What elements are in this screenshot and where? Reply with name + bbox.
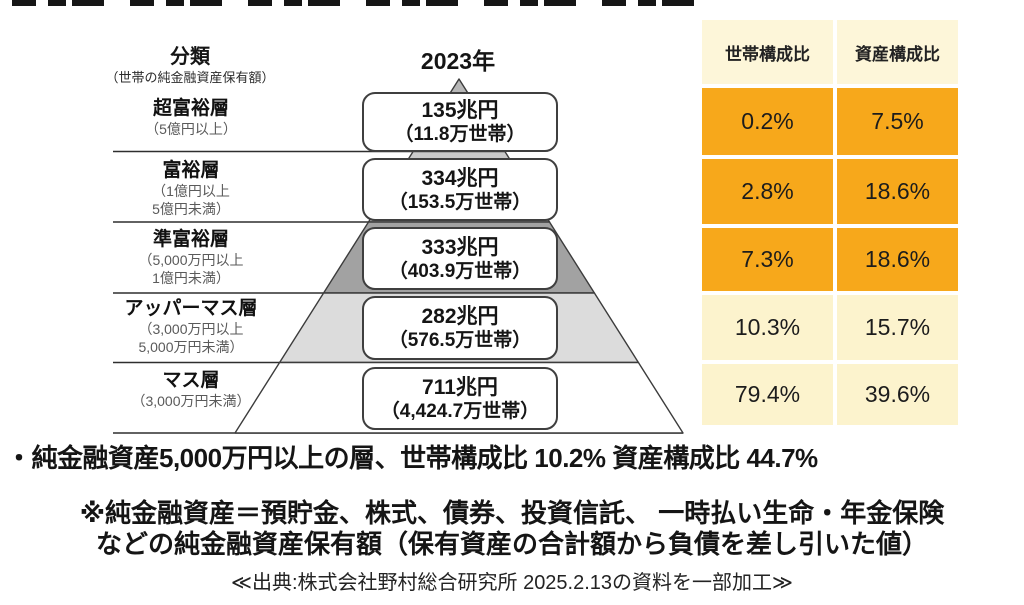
household-ratio-value: 2.8% <box>702 159 833 224</box>
tier-label-ultra-rich: 超富裕層 （5億円以上） <box>81 98 301 138</box>
box-households: （153.5万世帯） <box>388 191 532 213</box>
table-header-asset-ratio: 資産構成比 <box>837 20 958 84</box>
ratio-row-upper-mass: 10.3% 15.7% <box>702 295 958 360</box>
asset-ratio-value: 18.6% <box>837 159 958 224</box>
box-households: （4,424.7万世帯） <box>380 400 540 422</box>
household-ratio-value: 79.4% <box>702 364 833 425</box>
ratio-row-ultra-rich: 0.2% 7.5% <box>702 88 958 155</box>
box-value: 135兆円 <box>421 99 499 122</box>
household-ratio-value: 7.3% <box>702 228 833 291</box>
tier-name: 富裕層 <box>162 160 220 181</box>
box-households: （11.8万世帯） <box>394 124 526 145</box>
asset-ratio-value: 15.7% <box>837 295 958 360</box>
tier-range: （5億円以上） <box>145 121 237 137</box>
box-value: 334兆円 <box>421 166 499 190</box>
household-ratio-value: 0.2% <box>702 88 833 155</box>
tier-name: マス層 <box>162 370 220 391</box>
pyramid-box-2: 334兆円 （153.5万世帯） <box>362 158 558 221</box>
box-households: （576.5万世帯） <box>388 330 532 351</box>
tier-range: （3,000万円未満） <box>131 393 251 409</box>
ratio-table-header-row: 世帯構成比 資産構成比 <box>702 20 958 84</box>
ratio-row-mass: 79.4% 39.6% <box>702 364 958 425</box>
tier-range: 5,000万円未満） <box>138 339 244 355</box>
pyramid-box-5: 711兆円 （4,424.7万世帯） <box>362 367 558 430</box>
tier-name: 超富裕層 <box>152 98 229 119</box>
ratio-row-semi-rich: 7.3% 18.6% <box>702 228 958 291</box>
table-header-household-ratio: 世帯構成比 <box>702 20 833 84</box>
asset-ratio-value: 18.6% <box>837 228 958 291</box>
tier-range: （1億円以上 <box>152 183 230 199</box>
pyramid-box-3: 333兆円 （403.9万世帯） <box>362 227 558 290</box>
box-households: （403.9万世帯） <box>388 260 532 282</box>
footer-note-line2: などの純金融資産保有額（保有資産の合計額から負債を差し引いた値） <box>95 529 928 559</box>
tier-range: 1億円未満） <box>152 270 230 286</box>
classification-title: 分類 <box>170 46 210 68</box>
footer-summary: ・純金融資産5,000万円以上の層、世帯構成比 10.2% 資産構成比 44.7… <box>6 443 818 473</box>
tier-range: 5億円未満） <box>152 201 230 217</box>
tier-range: （3,000万円以上 <box>138 321 244 337</box>
tier-label-upper-mass: アッパーマス層 （3,000万円以上 5,000万円未満） <box>81 298 301 356</box>
box-value: 333兆円 <box>421 235 499 259</box>
pyramid-box-4: 282兆円 （576.5万世帯） <box>362 296 558 360</box>
asset-ratio-value: 39.6% <box>837 364 958 425</box>
box-value: 282兆円 <box>421 305 499 328</box>
cropped-text-fragments <box>12 0 718 6</box>
classification-subtitle: （世帯の純金融資産保有額） <box>105 70 275 85</box>
household-ratio-value: 10.3% <box>702 295 833 360</box>
tier-name: アッパーマス層 <box>124 298 258 319</box>
ratio-row-rich: 2.8% 18.6% <box>702 159 958 224</box>
tier-label-rich: 富裕層 （1億円以上 5億円未満） <box>81 160 301 218</box>
tier-name: 準富裕層 <box>152 229 229 250</box>
tier-range: （5,000万円以上 <box>138 252 244 268</box>
pyramid-box-1: 135兆円 （11.8万世帯） <box>362 92 558 152</box>
box-value: 711兆円 <box>422 375 498 399</box>
year-label: 2023年 <box>420 48 496 74</box>
asset-ratio-value: 7.5% <box>837 88 958 155</box>
footer-note-line1: ※純金融資産＝預貯金、株式、債券、投資信託、 一時払い生命・年金保険 <box>79 498 945 528</box>
tier-label-semi-rich: 準富裕層 （5,000万円以上 1億円未満） <box>81 229 301 287</box>
tier-label-mass: マス層 （3,000万円未満） <box>81 370 301 410</box>
footer-source: ≪出典:株式会社野村総合研究所 2025.2.13の資料を一部加工≫ <box>231 572 793 594</box>
